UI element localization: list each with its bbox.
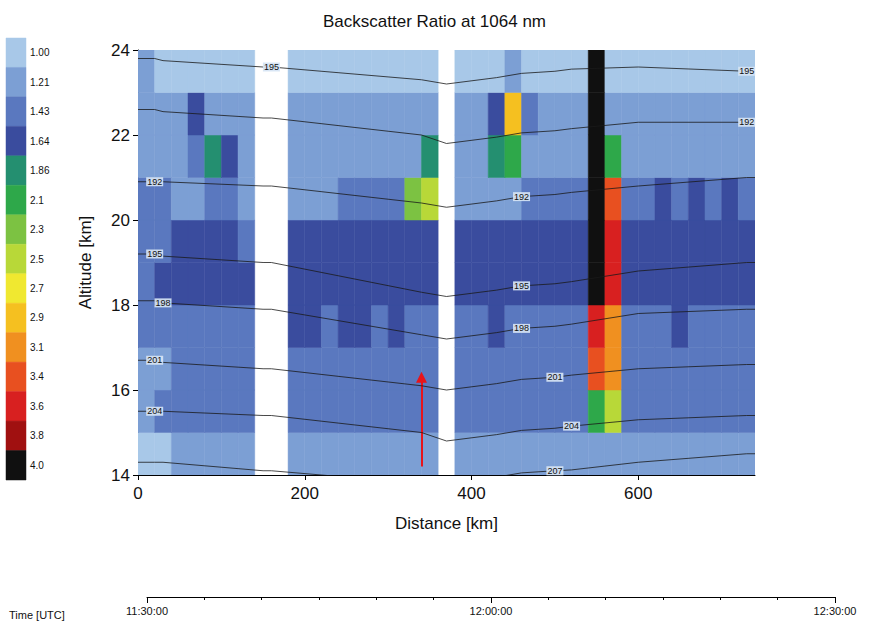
svg-text:195: 195 bbox=[147, 249, 162, 259]
svg-text:0: 0 bbox=[133, 484, 142, 503]
svg-text:198: 198 bbox=[155, 298, 170, 308]
svg-text:195: 195 bbox=[514, 281, 529, 291]
svg-text:192: 192 bbox=[514, 192, 529, 202]
svg-text:600: 600 bbox=[624, 484, 652, 503]
svg-text:22: 22 bbox=[111, 126, 130, 145]
svg-text:2.3: 2.3 bbox=[30, 224, 44, 235]
svg-text:16: 16 bbox=[111, 381, 130, 400]
svg-text:1.00: 1.00 bbox=[30, 47, 50, 58]
svg-text:1.64: 1.64 bbox=[30, 136, 50, 147]
svg-text:Distance [km]: Distance [km] bbox=[395, 514, 498, 533]
svg-text:14: 14 bbox=[111, 466, 130, 485]
svg-text:2.1: 2.1 bbox=[30, 195, 44, 206]
svg-text:3.6: 3.6 bbox=[30, 401, 44, 412]
svg-text:12:30:00: 12:30:00 bbox=[814, 605, 857, 617]
svg-text:195: 195 bbox=[264, 62, 279, 72]
svg-text:2.7: 2.7 bbox=[30, 283, 44, 294]
svg-text:204: 204 bbox=[564, 421, 579, 431]
svg-text:1.86: 1.86 bbox=[30, 165, 50, 176]
svg-text:200: 200 bbox=[291, 484, 319, 503]
svg-text:3.8: 3.8 bbox=[30, 430, 44, 441]
svg-text:3.1: 3.1 bbox=[30, 342, 44, 353]
svg-text:Altitude [km]: Altitude [km] bbox=[76, 216, 95, 310]
svg-text:3.4: 3.4 bbox=[30, 371, 44, 382]
svg-text:207: 207 bbox=[547, 466, 562, 476]
svg-text:195: 195 bbox=[739, 66, 754, 76]
svg-text:201: 201 bbox=[147, 355, 162, 365]
svg-text:Backscatter Ratio at 1064 nm: Backscatter Ratio at 1064 nm bbox=[323, 12, 546, 31]
svg-text:11:30:00: 11:30:00 bbox=[126, 605, 168, 617]
svg-text:201: 201 bbox=[547, 372, 562, 382]
svg-text:198: 198 bbox=[514, 323, 529, 333]
svg-text:2.5: 2.5 bbox=[30, 254, 44, 265]
svg-text:204: 204 bbox=[147, 406, 162, 416]
svg-text:400: 400 bbox=[457, 484, 485, 503]
svg-text:2.9: 2.9 bbox=[30, 312, 44, 323]
svg-text:24: 24 bbox=[111, 41, 130, 60]
svg-text:192: 192 bbox=[739, 117, 754, 127]
svg-text:192: 192 bbox=[147, 177, 162, 187]
svg-text:12:00:00: 12:00:00 bbox=[470, 605, 513, 617]
svg-text:1.43: 1.43 bbox=[30, 106, 50, 117]
svg-text:4.0: 4.0 bbox=[30, 460, 44, 471]
svg-text:20: 20 bbox=[111, 211, 130, 230]
svg-text:18: 18 bbox=[111, 296, 130, 315]
svg-text:1.21: 1.21 bbox=[30, 77, 50, 88]
svg-text:Time [UTC]: Time [UTC] bbox=[9, 609, 65, 621]
